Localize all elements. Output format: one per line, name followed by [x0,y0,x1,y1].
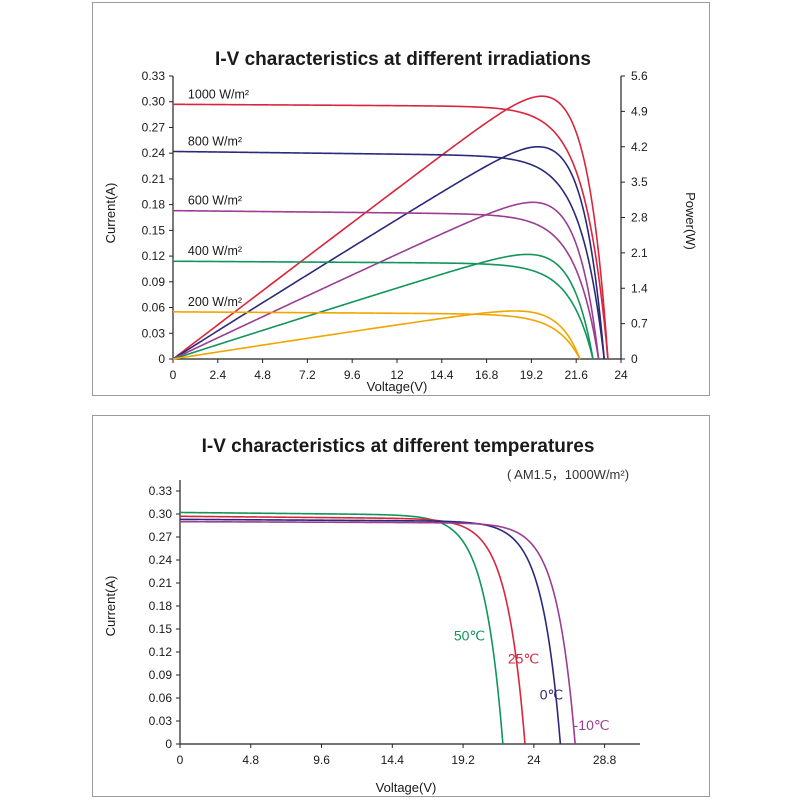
pv-curve-2 [172,145,605,360]
y-tick-label: 0.18 [149,599,173,613]
y-tick-label: 0.03 [142,326,166,340]
irradiance-label: 600 W/m² [188,194,242,208]
y2-tick-label: 0 [631,352,638,366]
x-tick-label: 0 [170,368,177,382]
y-tick-label: 0.33 [149,484,173,498]
irradiance-label: 800 W/m² [188,134,242,148]
temperature-chart: I-V characteristics at different tempera… [103,436,640,795]
y-tick-label: 0.09 [149,668,173,682]
x-tick-label: 28.8 [593,753,617,767]
x-tick-label: 4.8 [242,753,259,767]
y2-tick-label: 2.8 [631,211,648,225]
y2-tick-label: 4.9 [631,104,648,118]
irradiance-label: 400 W/m² [188,244,242,258]
iv-curve-4 [180,520,576,745]
x-tick-label: 19.2 [520,368,544,382]
pv-curve-3 [172,201,600,360]
temperature-label: 25℃ [508,651,539,667]
x-tick-label: 24 [614,368,628,382]
x-tick-label: 16.8 [475,368,499,382]
y2-tick-label: 5.6 [631,69,648,83]
temperature-label: 50℃ [454,628,485,644]
y-tick-label: 0.27 [142,120,166,134]
chart-subtitle: ( AM1.5，1000W/m²) [507,467,629,482]
x-tick-label: 21.6 [565,368,589,382]
y-tick-label: 0.12 [142,249,166,263]
x-tick-label: 9.6 [344,368,361,382]
x-tick-label: 12 [390,368,404,382]
x-tick-label: 0 [177,753,184,767]
y2-tick-label: 2.1 [631,246,648,260]
iv-curve-2 [179,515,526,745]
temperature-label: 0℃ [540,687,564,703]
pv-curve-4 [172,253,594,360]
x-axis-label: Voltage(V) [376,780,437,795]
y-tick-label: 0 [158,352,165,366]
iv-curve-2 [172,150,605,360]
x-tick-label: 9.6 [313,753,330,767]
x-axis-label: Voltage(V) [367,379,428,394]
irradiance-chart: I-V characteristics at different irradia… [103,49,698,394]
y-tick-label: 0.21 [142,172,166,186]
y2-tick-label: 0.7 [631,317,648,331]
y-tick-label: 0.09 [142,275,166,289]
iv-curve-3 [172,209,600,360]
y2-axis-label: Power(W) [683,192,698,250]
y-tick-label: 0.33 [142,69,166,83]
y-tick-label: 0.27 [149,530,173,544]
iv-curve-1 [179,511,504,745]
iv-curve-5 [172,311,581,360]
x-tick-label: 4.8 [254,368,271,382]
y-tick-label: 0.30 [149,507,173,521]
y2-tick-label: 3.5 [631,175,648,189]
pv-curve-1 [172,95,609,360]
x-tick-label: 19.2 [451,753,475,767]
y-tick-label: 0.03 [149,714,173,728]
y2-tick-label: 1.4 [631,281,648,295]
pv-curve-5 [172,310,581,360]
y-tick-label: 0.12 [149,645,173,659]
y-axis-label: Current(A) [103,576,118,637]
irradiance-chart-panel: I-V characteristics at different irradia… [92,2,710,396]
y-tick-label: 0.06 [142,301,166,315]
y2-tick-label: 4.2 [631,140,648,154]
temperature-label: -10℃ [574,717,610,733]
y-tick-label: 0 [165,737,172,751]
irradiance-label: 200 W/m² [188,295,242,309]
temperature-chart-panel: I-V characteristics at different tempera… [92,415,710,797]
chart-title: I-V characteristics at different irradia… [215,49,591,70]
irradiance-label: 1000 W/m² [188,87,249,101]
y-tick-label: 0.06 [149,691,173,705]
x-tick-label: 14.4 [381,753,405,767]
y-tick-label: 0.21 [149,576,173,590]
y-axis-label: Current(A) [103,183,118,244]
y-tick-label: 0.18 [142,198,166,212]
x-tick-label: 7.2 [299,368,316,382]
y-tick-label: 0.15 [149,622,173,636]
y-tick-label: 0.24 [149,553,173,567]
x-tick-label: 2.4 [209,368,226,382]
x-tick-label: 14.4 [430,368,454,382]
iv-curve-1 [172,103,609,360]
x-tick-label: 24 [527,753,541,767]
y-tick-label: 0.15 [142,223,166,237]
y-tick-label: 0.30 [142,95,166,109]
iv-curve-3 [179,518,562,745]
y-tick-label: 0.24 [142,146,166,160]
chart-title: I-V characteristics at different tempera… [202,436,595,457]
iv-curve-4 [172,260,594,360]
